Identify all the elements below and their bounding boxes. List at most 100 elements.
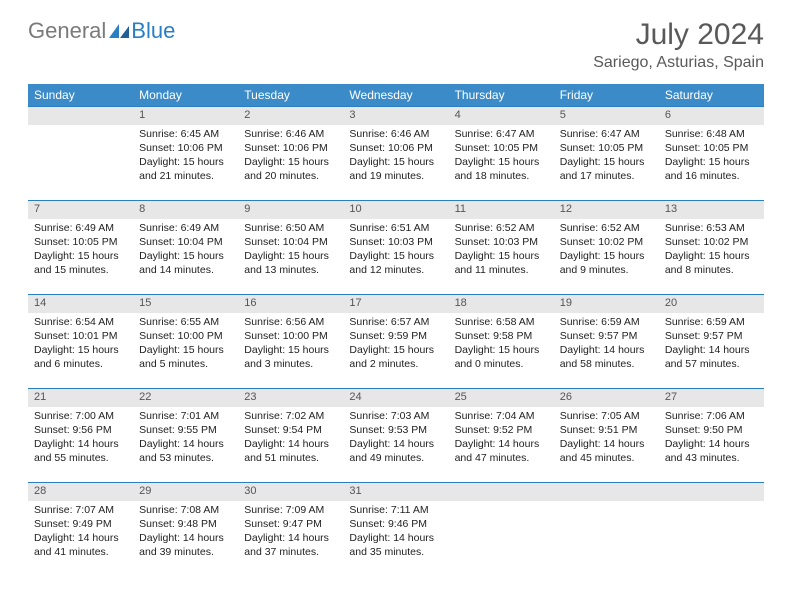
calendar: SundayMondayTuesdayWednesdayThursdayFrid… xyxy=(28,84,764,577)
day-cell: Sunrise: 6:48 AMSunset: 10:05 PMDaylight… xyxy=(659,125,764,201)
day-number-cell: 5 xyxy=(554,107,659,125)
sunrise-text: Sunrise: 6:52 AM xyxy=(455,221,548,235)
dow-header: Monday xyxy=(133,84,238,107)
day-content: Sunrise: 7:05 AMSunset: 9:51 PMDaylight:… xyxy=(554,407,659,470)
day-content: Sunrise: 7:08 AMSunset: 9:48 PMDaylight:… xyxy=(133,501,238,564)
day-number-cell: 25 xyxy=(449,389,554,407)
day-number-cell: 20 xyxy=(659,295,764,313)
day-number-cell xyxy=(28,107,133,125)
day-content: Sunrise: 6:46 AMSunset: 10:06 PMDaylight… xyxy=(343,125,448,188)
sunrise-text: Sunrise: 6:50 AM xyxy=(244,221,337,235)
day-cell: Sunrise: 6:52 AMSunset: 10:03 PMDaylight… xyxy=(449,219,554,295)
day-number-cell: 7 xyxy=(28,201,133,219)
sunrise-text: Sunrise: 7:09 AM xyxy=(244,503,337,517)
day-cell: Sunrise: 7:09 AMSunset: 9:47 PMDaylight:… xyxy=(238,501,343,577)
day-cell: Sunrise: 7:00 AMSunset: 9:56 PMDaylight:… xyxy=(28,407,133,483)
day-content: Sunrise: 7:00 AMSunset: 9:56 PMDaylight:… xyxy=(28,407,133,470)
day-cell: Sunrise: 6:53 AMSunset: 10:02 PMDaylight… xyxy=(659,219,764,295)
day-number-cell: 12 xyxy=(554,201,659,219)
sunrise-text: Sunrise: 6:47 AM xyxy=(560,127,653,141)
sunset-text: Sunset: 10:06 PM xyxy=(349,141,442,155)
daylight-text: Daylight: 15 hours and 20 minutes. xyxy=(244,155,337,183)
day-number-cell: 28 xyxy=(28,483,133,501)
calendar-body: 123456 Sunrise: 6:45 AM Sunset: 10:06 PM Da… xyxy=(28,107,764,577)
sunrise-text: Sunrise: 6:59 AM xyxy=(560,315,653,329)
daylight-text: Daylight: 14 hours and 49 minutes. xyxy=(349,437,442,465)
sunset-text: Sunset: 10:05 PM xyxy=(34,235,127,249)
day-number-cell: 23 xyxy=(238,389,343,407)
daylight-text: Daylight: 14 hours and 39 minutes. xyxy=(139,531,232,559)
day-number-cell: 9 xyxy=(238,201,343,219)
sunset-text: Sunset: 9:58 PM xyxy=(455,329,548,343)
sunrise-text: Sunrise: 6:45 AM xyxy=(139,127,232,141)
day-content: Sunrise: 6:46 AMSunset: 10:06 PMDaylight… xyxy=(238,125,343,188)
sunset-text: Sunset: 9:53 PM xyxy=(349,423,442,437)
day-cell xyxy=(449,501,554,577)
day-cell xyxy=(659,501,764,577)
daylight-text: Daylight: 15 hours and 12 minutes. xyxy=(349,249,442,277)
day-number-cell: 31 xyxy=(343,483,448,501)
day-content: Sunrise: 6:51 AMSunset: 10:03 PMDaylight… xyxy=(343,219,448,282)
day-number-cell: 21 xyxy=(28,389,133,407)
sunrise-text: Sunrise: 6:52 AM xyxy=(560,221,653,235)
day-number-cell: 2 xyxy=(238,107,343,125)
day-content: Sunrise: 6:47 AMSunset: 10:05 PMDaylight… xyxy=(554,125,659,188)
daylight-text: Daylight: 15 hours and 11 minutes. xyxy=(455,249,548,277)
daylight-text: Daylight: 15 hours and 5 minutes. xyxy=(139,343,232,371)
daylight-text: Daylight: 15 hours and 14 minutes. xyxy=(139,249,232,277)
day-content: Sunrise: 6:58 AMSunset: 9:58 PMDaylight:… xyxy=(449,313,554,376)
day-cell: Sunrise: 7:05 AMSunset: 9:51 PMDaylight:… xyxy=(554,407,659,483)
sunset-text: Sunset: 9:52 PM xyxy=(455,423,548,437)
sunset-text: Sunset: 9:57 PM xyxy=(560,329,653,343)
day-cell: Sunrise: 7:06 AMSunset: 9:50 PMDaylight:… xyxy=(659,407,764,483)
logo: General Blue xyxy=(28,18,175,44)
sunrise-text: Sunrise: 7:11 AM xyxy=(349,503,442,517)
day-cell: Sunrise: 6:59 AMSunset: 9:57 PMDaylight:… xyxy=(659,313,764,389)
sunrise-text: Sunrise: 6:46 AM xyxy=(349,127,442,141)
day-content: Sunrise: 7:06 AMSunset: 9:50 PMDaylight:… xyxy=(659,407,764,470)
week-row: Sunrise: 6:54 AMSunset: 10:01 PMDaylight… xyxy=(28,313,764,389)
day-number-cell: 1 xyxy=(133,107,238,125)
location-subtitle: Sariego, Asturias, Spain xyxy=(593,54,764,72)
header: General Blue July 2024 Sariego, Asturias… xyxy=(0,0,792,80)
daylight-text: Daylight: 15 hours and 17 minutes. xyxy=(560,155,653,183)
daylight-text: Daylight: 15 hours and 13 minutes. xyxy=(244,249,337,277)
day-number-cell: 11 xyxy=(449,201,554,219)
sunset-text: Sunset: 10:03 PM xyxy=(349,235,442,249)
day-number-cell: 27 xyxy=(659,389,764,407)
sunset-text: Sunset: 9:55 PM xyxy=(139,423,232,437)
day-number-cell: 22 xyxy=(133,389,238,407)
daylight-text: Daylight: 15 hours and 2 minutes. xyxy=(349,343,442,371)
day-number-cell: 17 xyxy=(343,295,448,313)
sunset-text: Sunset: 9:59 PM xyxy=(349,329,442,343)
day-number-cell: 29 xyxy=(133,483,238,501)
day-cell: Sunrise: 7:11 AMSunset: 9:46 PMDaylight:… xyxy=(343,501,448,577)
sunset-text: Sunset: 9:56 PM xyxy=(34,423,127,437)
day-cell: Sunrise: 6:49 AMSunset: 10:05 PMDaylight… xyxy=(28,219,133,295)
day-number-row: 123456 xyxy=(28,107,764,125)
day-number-row: 28293031 xyxy=(28,483,764,501)
daylight-text: Daylight: 14 hours and 37 minutes. xyxy=(244,531,337,559)
sunrise-text: Sunrise: 6:53 AM xyxy=(665,221,758,235)
sunset-text: Sunset: 9:49 PM xyxy=(34,517,127,531)
day-number-cell: 4 xyxy=(449,107,554,125)
daylight-text: Daylight: 14 hours and 47 minutes. xyxy=(455,437,548,465)
day-content: Sunrise: 6:57 AMSunset: 9:59 PMDaylight:… xyxy=(343,313,448,376)
day-cell: Sunrise: 6:52 AMSunset: 10:02 PMDaylight… xyxy=(554,219,659,295)
day-content: Sunrise: 6:49 AMSunset: 10:04 PMDaylight… xyxy=(133,219,238,282)
sunset-text: Sunset: 9:54 PM xyxy=(244,423,337,437)
day-content: Sunrise: 6:54 AMSunset: 10:01 PMDaylight… xyxy=(28,313,133,376)
day-cell: Sunrise: 6:51 AMSunset: 10:03 PMDaylight… xyxy=(343,219,448,295)
sunrise-text: Sunrise: 7:01 AM xyxy=(139,409,232,423)
day-number-cell: 30 xyxy=(238,483,343,501)
day-cell: Sunrise: 6:59 AMSunset: 9:57 PMDaylight:… xyxy=(554,313,659,389)
day-number-cell: 26 xyxy=(554,389,659,407)
day-content: Sunrise: 6:55 AMSunset: 10:00 PMDaylight… xyxy=(133,313,238,376)
day-cell: Sunrise: 6:58 AMSunset: 9:58 PMDaylight:… xyxy=(449,313,554,389)
sunrise-text: Sunrise: 7:08 AM xyxy=(139,503,232,517)
daylight-text: Daylight: 14 hours and 53 minutes. xyxy=(139,437,232,465)
dow-header: Tuesday xyxy=(238,84,343,107)
day-of-week-row: SundayMondayTuesdayWednesdayThursdayFrid… xyxy=(28,84,764,107)
daylight-text: Daylight: 15 hours and 18 minutes. xyxy=(455,155,548,183)
day-cell: Sunrise: 7:04 AMSunset: 9:52 PMDaylight:… xyxy=(449,407,554,483)
